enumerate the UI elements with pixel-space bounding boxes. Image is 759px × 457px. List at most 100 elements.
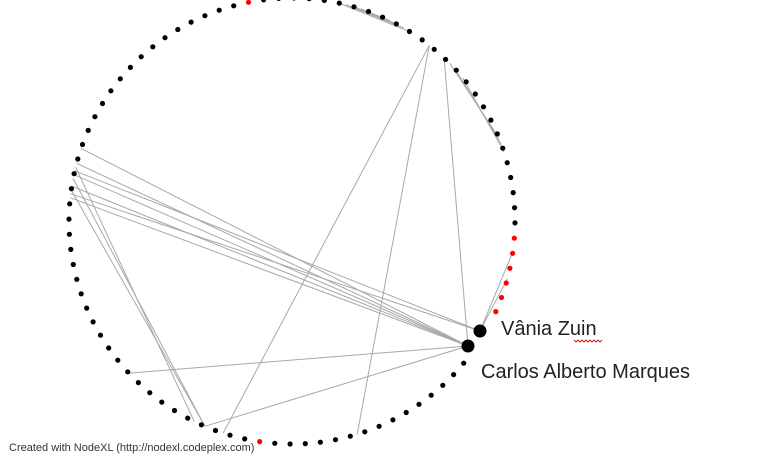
graph-node[interactable] [231, 3, 237, 9]
graph-node[interactable] [504, 160, 510, 166]
graph-node[interactable] [347, 433, 353, 439]
node-vania-zuin[interactable] [473, 324, 487, 338]
graph-node[interactable] [175, 26, 181, 33]
graph-node[interactable] [66, 216, 72, 222]
graph-node[interactable] [106, 345, 112, 351]
graph-node[interactable] [188, 19, 194, 25]
graph-node[interactable] [511, 235, 517, 241]
edge-layer [70, 2, 514, 435]
graph-node[interactable] [159, 399, 165, 405]
graph-edge [70, 193, 481, 332]
graph-node[interactable] [150, 44, 156, 50]
graph-node[interactable] [117, 76, 123, 82]
graph-node[interactable] [135, 380, 141, 386]
graph-node[interactable] [302, 441, 308, 447]
graph-node[interactable] [493, 309, 499, 315]
graph-node[interactable] [185, 415, 191, 421]
graph-node[interactable] [115, 357, 121, 363]
graph-node[interactable] [287, 441, 293, 447]
graph-node[interactable] [71, 171, 77, 177]
graph-node[interactable] [306, 0, 312, 2]
graph-node[interactable] [202, 13, 208, 19]
graph-node[interactable] [245, 0, 252, 5]
graph-edge [80, 147, 469, 347]
graph-node[interactable] [242, 436, 248, 442]
graph-node[interactable] [108, 88, 114, 94]
graph-node[interactable] [428, 392, 434, 398]
graph-node[interactable] [507, 265, 513, 271]
graph-node[interactable] [390, 417, 396, 423]
graph-node[interactable] [443, 56, 449, 63]
graph-node[interactable] [403, 409, 409, 416]
graph-node[interactable] [453, 67, 459, 73]
graph-node[interactable] [212, 427, 219, 434]
graph-node[interactable] [216, 7, 222, 13]
graph-node[interactable] [461, 360, 467, 366]
graph-node[interactable] [227, 432, 233, 438]
graph-node[interactable] [510, 190, 516, 196]
graph-node[interactable] [261, 0, 267, 3]
graph-node[interactable] [472, 91, 478, 97]
graph-node[interactable] [85, 127, 91, 133]
graph-node[interactable] [276, 0, 281, 1]
graph-node[interactable] [97, 332, 104, 338]
graph-node[interactable] [480, 104, 487, 110]
graph-node[interactable] [511, 205, 518, 211]
graph-node[interactable] [84, 305, 90, 311]
graph-node[interactable] [351, 4, 357, 10]
graph-node[interactable] [92, 114, 98, 120]
graph-node[interactable] [317, 439, 323, 445]
graph-node[interactable] [463, 79, 469, 85]
graph-edge [338, 2, 411, 33]
graph-node[interactable] [138, 54, 144, 60]
graph-node[interactable] [332, 437, 339, 443]
graph-node[interactable] [419, 37, 425, 43]
graph-edge [360, 8, 390, 22]
graph-node[interactable] [365, 8, 372, 15]
graph-node[interactable] [376, 423, 382, 429]
graph-node[interactable] [67, 201, 73, 207]
graph-node[interactable] [451, 372, 457, 378]
graph-node[interactable] [500, 145, 506, 151]
graph-node[interactable] [127, 64, 133, 70]
graph-node[interactable] [171, 407, 178, 414]
graph-node[interactable] [406, 28, 413, 35]
graph-node[interactable] [494, 131, 500, 137]
graph-node[interactable] [162, 35, 168, 41]
graph-node[interactable] [362, 429, 368, 435]
label-carlos-alberto-marques: Carlos Alberto Marques [481, 361, 690, 383]
graph-edge [479, 251, 514, 332]
graph-node[interactable] [257, 439, 263, 445]
graph-node[interactable] [508, 174, 514, 181]
graph-node[interactable] [321, 0, 327, 3]
graph-node[interactable] [68, 186, 74, 192]
graph-node[interactable] [512, 220, 518, 226]
graph-node[interactable] [291, 0, 296, 1]
graph-node[interactable] [488, 117, 494, 123]
graph-node[interactable] [75, 156, 81, 162]
graph-node[interactable] [380, 14, 386, 20]
node-layer [66, 0, 518, 447]
graph-edge [353, 6, 397, 25]
graph-node[interactable] [68, 246, 74, 252]
graph-node[interactable] [198, 422, 204, 428]
graph-node[interactable] [78, 291, 84, 297]
graph-node[interactable] [272, 440, 278, 446]
graph-node[interactable] [503, 280, 509, 286]
graph-node[interactable] [90, 319, 96, 325]
graph-node[interactable] [416, 401, 422, 407]
graph-node[interactable] [147, 390, 153, 396]
graph-node[interactable] [336, 0, 342, 6]
graph-node[interactable] [70, 261, 76, 268]
graph-node[interactable] [498, 294, 505, 301]
graph-node[interactable] [66, 231, 72, 237]
graph-node[interactable] [509, 250, 516, 256]
graph-node[interactable] [99, 100, 106, 107]
graph-node[interactable] [440, 382, 446, 388]
graph-node[interactable] [79, 141, 86, 148]
graph-node[interactable] [74, 276, 80, 282]
graph-node[interactable] [393, 21, 399, 27]
graph-node[interactable] [431, 46, 437, 52]
node-carlos-alberto-marques[interactable] [461, 339, 475, 353]
graph-node[interactable] [125, 369, 131, 375]
